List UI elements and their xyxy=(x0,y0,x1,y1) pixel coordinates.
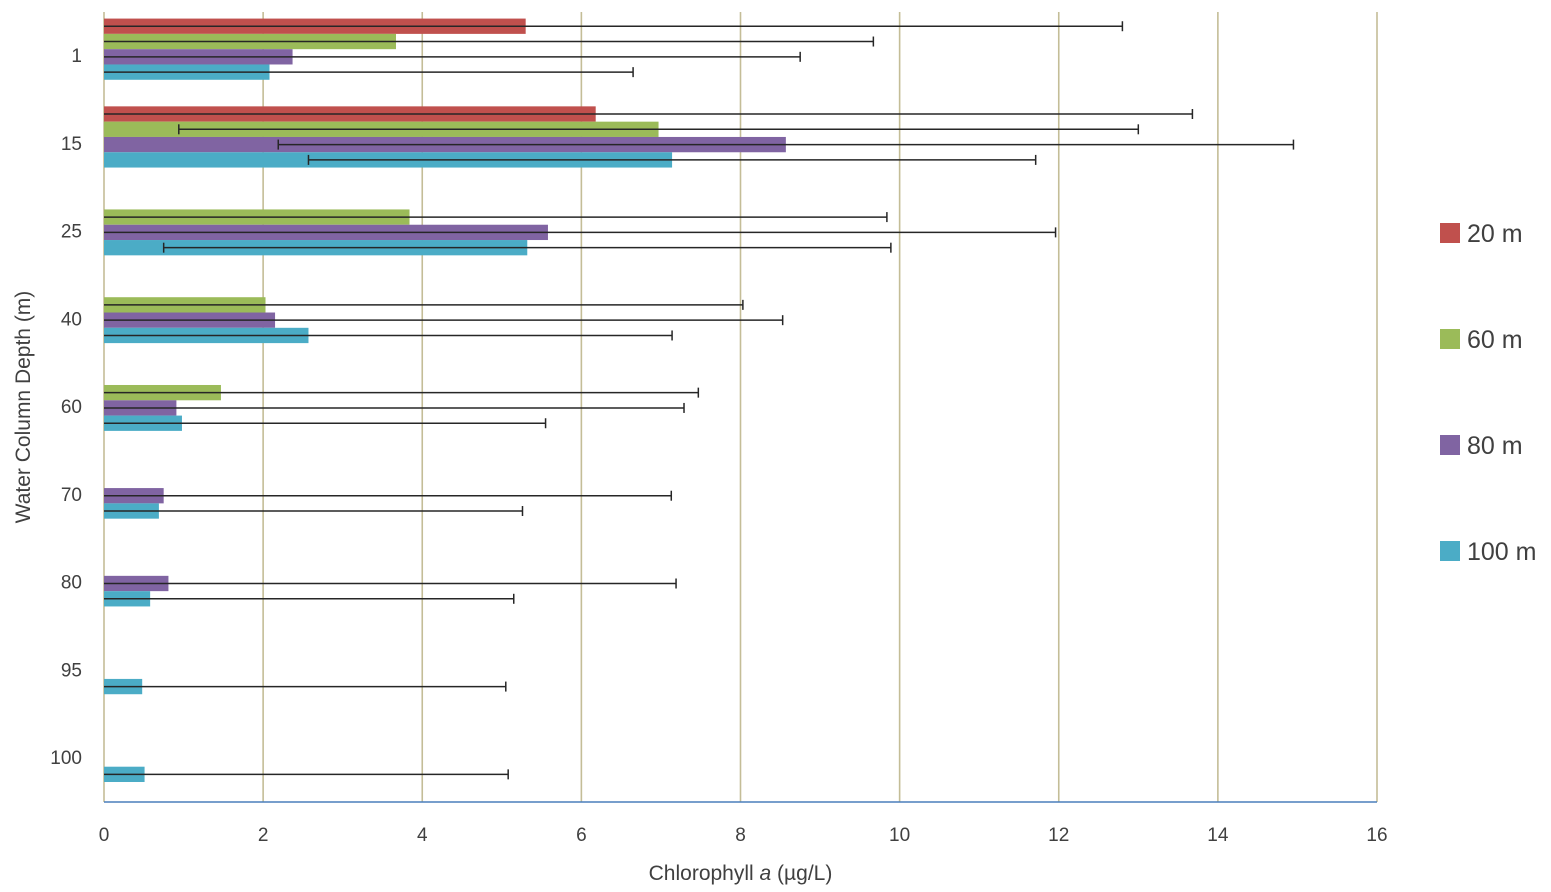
x-axis-title: Chlorophyll a (µg/L) xyxy=(649,862,833,885)
x-axis-title-italic: a xyxy=(760,862,772,885)
x-tick-label: 14 xyxy=(1207,825,1229,846)
y-tick-label: 1 xyxy=(71,46,82,67)
legend-label: 100 m xyxy=(1467,538,1536,566)
y-tick-label: 40 xyxy=(61,309,82,330)
x-axis-ticks: 0 2 4 6 8 10 12 14 16 xyxy=(99,825,1388,846)
legend-label: 20 m xyxy=(1467,220,1523,248)
x-tick-label: 12 xyxy=(1048,825,1069,846)
y-tick-label: 60 xyxy=(61,397,82,418)
y-axis-ticks: 1 15 25 40 60 70 80 95 100 xyxy=(50,46,82,769)
legend-swatch xyxy=(1440,541,1460,561)
legend-swatch xyxy=(1440,435,1460,455)
bars xyxy=(104,18,786,782)
y-tick-label: 25 xyxy=(61,222,82,243)
legend-swatch xyxy=(1440,223,1460,243)
legend: 20 m 60 m 80 m 100 m xyxy=(1440,220,1536,566)
x-tick-label: 16 xyxy=(1366,825,1387,846)
x-tick-label: 6 xyxy=(576,825,587,846)
legend-label: 60 m xyxy=(1467,326,1523,354)
x-tick-label: 2 xyxy=(258,825,269,846)
error-bars xyxy=(104,21,1295,780)
y-axis-title: Water Column Depth (m) xyxy=(12,291,35,524)
y-tick-label: 70 xyxy=(61,485,82,506)
x-tick-label: 8 xyxy=(735,825,746,846)
x-tick-label: 10 xyxy=(889,825,910,846)
y-tick-label: 95 xyxy=(61,660,82,681)
y-tick-label: 100 xyxy=(50,748,82,769)
x-axis-title-suffix: (µg/L) xyxy=(771,862,832,885)
x-tick-label: 4 xyxy=(417,825,428,846)
legend-label: 80 m xyxy=(1467,432,1523,460)
legend-swatch xyxy=(1440,329,1460,349)
x-tick-label: 0 xyxy=(99,825,110,846)
y-tick-label: 15 xyxy=(61,134,82,155)
x-axis-title-prefix: Chlorophyll xyxy=(649,862,760,885)
y-tick-label: 80 xyxy=(61,573,82,594)
